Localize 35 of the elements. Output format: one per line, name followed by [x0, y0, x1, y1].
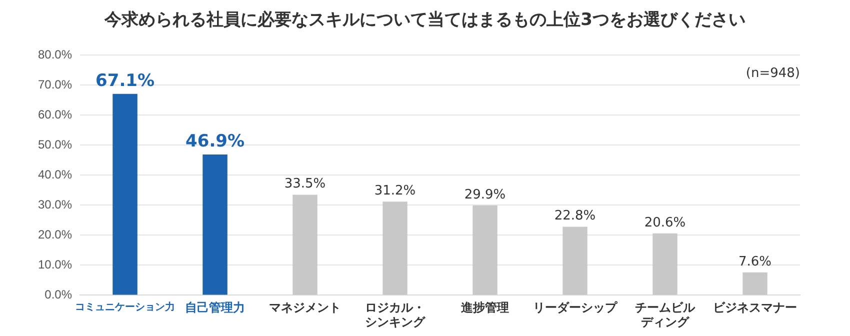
data-label: 67.1%: [96, 70, 155, 91]
bar: [652, 233, 678, 295]
y-tick-label: 50.0%: [38, 138, 72, 152]
x-tick-label: ビジネスマナー: [713, 300, 797, 315]
bar: [112, 94, 138, 295]
y-tick-label: 40.0%: [38, 168, 72, 182]
y-tick-label: 60.0%: [38, 108, 72, 122]
data-label: 20.6%: [644, 215, 686, 230]
x-tick-label: リーダーシップ: [533, 300, 618, 315]
x-tick-label: チームビルディング: [635, 300, 696, 330]
data-label: 31.2%: [374, 183, 416, 198]
data-label: 22.8%: [554, 208, 596, 224]
bar: [382, 202, 408, 295]
y-tick-label: 70.0%: [38, 78, 72, 92]
x-tick-label: コミュニケーション力: [75, 300, 176, 313]
data-label: 33.5%: [284, 176, 326, 192]
y-tick-label: 10.0%: [38, 258, 72, 272]
y-tick-label: 30.0%: [38, 198, 72, 212]
bar: [562, 226, 588, 295]
bar: [742, 272, 768, 295]
bar: [292, 194, 318, 295]
annotation: (n=948): [746, 66, 800, 81]
bar: [472, 206, 498, 295]
bar: [202, 154, 228, 295]
y-tick-label: 0.0%: [44, 288, 72, 302]
x-tick-label: ロジカル・シンキング: [365, 300, 426, 330]
y-tick-label: 20.0%: [38, 228, 72, 242]
chart-title: 今求められる社員に必要なスキルについて当てはまるもの上位3つをお選びください: [103, 9, 746, 31]
x-tick-label: 自己管理力: [185, 300, 246, 315]
data-label: 29.9%: [464, 187, 506, 202]
x-tick-label: マネジメント: [269, 300, 342, 315]
y-tick-label: 80.0%: [38, 48, 72, 62]
data-label: 46.9%: [186, 131, 245, 152]
x-tick-label: 進捗管理: [460, 300, 510, 315]
data-label: 7.6%: [738, 254, 772, 270]
